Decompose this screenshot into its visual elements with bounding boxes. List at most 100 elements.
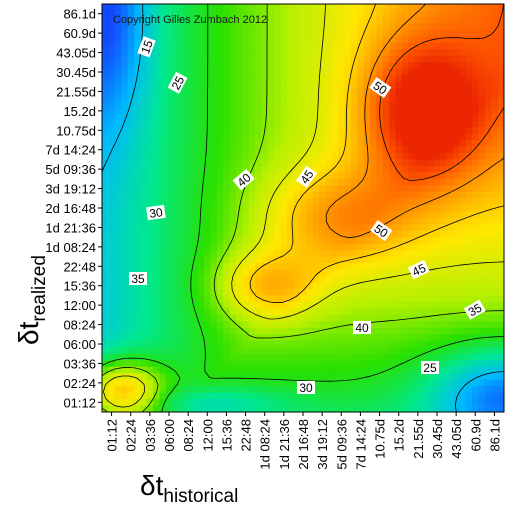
heatmap-cell bbox=[274, 308, 282, 316]
heatmap-cell bbox=[242, 159, 250, 167]
heatmap-cell bbox=[421, 288, 429, 297]
heatmap-cell bbox=[338, 198, 346, 206]
contour-label: 25 bbox=[421, 361, 439, 375]
heatmap-cell bbox=[280, 230, 288, 238]
heatmap-cell bbox=[363, 88, 371, 96]
heatmap-cell bbox=[267, 269, 275, 277]
heatmap-cell bbox=[325, 282, 333, 290]
heatmap-cell bbox=[223, 29, 231, 37]
x-axis-label-main: δt bbox=[140, 470, 164, 501]
heatmap-cell bbox=[210, 198, 218, 206]
heatmap-cell bbox=[401, 159, 409, 167]
heatmap-cell bbox=[421, 55, 429, 63]
heatmap-cell bbox=[108, 10, 116, 18]
heatmap-cell bbox=[293, 230, 301, 238]
heatmap-cell bbox=[478, 256, 486, 264]
heatmap-cell bbox=[146, 16, 154, 25]
heatmap-cell bbox=[395, 68, 403, 76]
heatmap-cell bbox=[325, 237, 333, 245]
heatmap-cell bbox=[325, 81, 333, 89]
heatmap-cell bbox=[248, 373, 256, 381]
heatmap-cell bbox=[414, 360, 422, 368]
heatmap-cell bbox=[287, 127, 295, 135]
heatmap-cell bbox=[350, 191, 358, 199]
heatmap-cell bbox=[325, 230, 333, 238]
heatmap-cell bbox=[287, 340, 295, 348]
heatmap-cell bbox=[414, 94, 422, 102]
heatmap-cell bbox=[497, 36, 504, 44]
heatmap-cell bbox=[497, 101, 504, 109]
heatmap-cell bbox=[370, 140, 377, 148]
heatmap-cell bbox=[146, 10, 154, 18]
heatmap-cell bbox=[184, 152, 192, 161]
heatmap-cell bbox=[433, 321, 441, 329]
heatmap-cell bbox=[363, 405, 371, 412]
heatmap-cell bbox=[472, 68, 480, 76]
heatmap-cell bbox=[395, 140, 403, 148]
heatmap-cell bbox=[350, 29, 358, 37]
heatmap-cell bbox=[210, 347, 218, 355]
heatmap-cell bbox=[280, 29, 288, 37]
heatmap-cell bbox=[312, 237, 320, 245]
heatmap-cell bbox=[401, 88, 409, 96]
heatmap-cell bbox=[121, 55, 129, 63]
heatmap-cell bbox=[165, 211, 173, 219]
heatmap-cell bbox=[497, 237, 504, 245]
heatmap-cell bbox=[433, 392, 441, 400]
heatmap-cell bbox=[318, 217, 326, 225]
heatmap-cell bbox=[427, 94, 435, 102]
heatmap-cell bbox=[236, 29, 243, 37]
heatmap-cell bbox=[370, 360, 377, 368]
heatmap-cell bbox=[478, 321, 486, 329]
heatmap-cell bbox=[159, 334, 167, 342]
heatmap-cell bbox=[370, 62, 377, 70]
heatmap-cell bbox=[216, 230, 224, 238]
heatmap-cell bbox=[484, 295, 492, 303]
heatmap-cell bbox=[433, 133, 441, 141]
heatmap-cell bbox=[491, 392, 499, 400]
heatmap-cell bbox=[153, 353, 161, 361]
heatmap-cell bbox=[440, 165, 448, 173]
heatmap-cell bbox=[127, 165, 135, 173]
heatmap-cell bbox=[363, 269, 371, 277]
heatmap-cell bbox=[465, 4, 473, 12]
heatmap-cell bbox=[491, 211, 499, 219]
heatmap-cell bbox=[248, 81, 256, 89]
heatmap-cell bbox=[261, 340, 269, 348]
heatmap-cell bbox=[312, 165, 320, 173]
heatmap-cell bbox=[427, 191, 435, 199]
heatmap-cell bbox=[414, 230, 422, 238]
heatmap-cell bbox=[236, 405, 243, 412]
x-tick-label: 08:24 bbox=[181, 419, 196, 452]
heatmap-cell bbox=[465, 146, 473, 154]
heatmap-cell bbox=[204, 314, 212, 322]
heatmap-cell bbox=[255, 386, 263, 394]
heatmap-cell bbox=[427, 301, 435, 309]
heatmap-cell bbox=[165, 198, 173, 206]
heatmap-cell bbox=[325, 295, 333, 303]
heatmap-cell bbox=[197, 68, 205, 76]
contour-line-45 bbox=[325, 4, 504, 239]
x-tick-label: 7d 14:24 bbox=[353, 419, 368, 470]
heatmap-cell bbox=[121, 347, 129, 355]
heatmap-cell bbox=[312, 379, 320, 387]
heatmap-cell bbox=[274, 140, 282, 148]
heatmap-cell bbox=[421, 127, 429, 135]
heatmap-cell bbox=[446, 81, 454, 89]
heatmap-cell bbox=[127, 120, 135, 128]
heatmap-cell bbox=[465, 36, 473, 44]
heatmap-cell bbox=[497, 230, 504, 238]
heatmap-cell bbox=[191, 94, 199, 102]
heatmap-cell bbox=[236, 127, 243, 135]
heatmap-cell bbox=[102, 68, 109, 76]
heatmap-cell bbox=[184, 269, 192, 277]
heatmap-cell bbox=[459, 243, 467, 251]
heatmap-cell bbox=[465, 10, 473, 18]
heatmap-cell bbox=[223, 334, 231, 342]
heatmap-cell bbox=[229, 334, 237, 342]
heatmap-cell bbox=[389, 263, 397, 271]
heatmap-cell bbox=[280, 263, 288, 271]
heatmap-cell bbox=[236, 42, 243, 50]
heatmap-cell bbox=[497, 211, 504, 219]
